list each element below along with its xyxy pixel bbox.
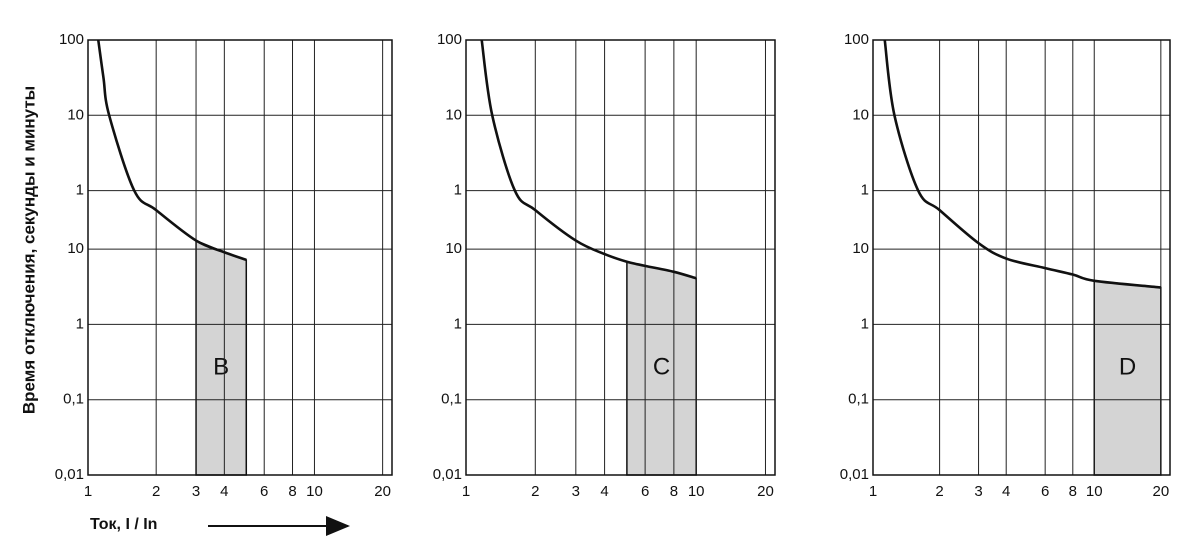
y-tick-label: 10 xyxy=(67,240,84,257)
plot-frame xyxy=(87,39,393,476)
x-tick-label: 10 xyxy=(1086,483,1103,500)
x-tick-label: 4 xyxy=(220,483,228,500)
y-tick-label: 0,1 xyxy=(848,391,869,408)
x-tick-label: 10 xyxy=(688,483,705,500)
y-tick-label: 10 xyxy=(852,240,869,257)
x-tick-label: 8 xyxy=(288,483,296,500)
region-label: C xyxy=(653,353,670,380)
x-tick-label: 3 xyxy=(572,483,580,500)
y-tick-label: 0,01 xyxy=(55,466,84,483)
x-tick-label: 3 xyxy=(192,483,200,500)
x-tick-label: 6 xyxy=(260,483,268,500)
y-axis-label: Время отключения, секунды и минуты xyxy=(19,86,38,414)
y-tick-label: 100 xyxy=(59,31,84,48)
x-tick-label: 10 xyxy=(306,483,323,500)
x-tick-label: 8 xyxy=(670,483,678,500)
trip-curve xyxy=(480,39,697,280)
y-tick-label: 0,1 xyxy=(63,391,84,408)
x-tick-label: 6 xyxy=(641,483,649,500)
trip-curve xyxy=(96,39,247,262)
x-tick-label: 1 xyxy=(462,483,470,500)
x-tick-label: 1 xyxy=(84,483,92,500)
x-tick-label: 4 xyxy=(600,483,608,500)
y-tick-label: 10 xyxy=(852,106,869,123)
x-tick-label: 8 xyxy=(1069,483,1077,500)
y-tick-label: 0,01 xyxy=(840,466,869,483)
x-tick-label: 2 xyxy=(152,483,160,500)
y-tick-label: 1 xyxy=(861,315,869,332)
x-tick-label: 3 xyxy=(974,483,982,500)
x-tick-label: 2 xyxy=(935,483,943,500)
y-tick-label: 10 xyxy=(445,106,462,123)
y-tick-label: 100 xyxy=(844,31,869,48)
trip-curve xyxy=(883,39,1161,289)
y-tick-label: 1 xyxy=(454,182,462,199)
y-tick-label: 1 xyxy=(861,182,869,199)
y-tick-label: 1 xyxy=(454,315,462,332)
x-axis-label: Ток, I / In xyxy=(90,516,157,533)
y-tick-label: 0,01 xyxy=(433,466,462,483)
y-tick-label: 10 xyxy=(67,106,84,123)
y-tick-label: 1 xyxy=(76,315,84,332)
x-tick-label: 20 xyxy=(1152,483,1169,500)
x-tick-label: 20 xyxy=(374,483,391,500)
x-tick-label: 4 xyxy=(1002,483,1010,500)
y-tick-label: 100 xyxy=(437,31,462,48)
x-tick-label: 6 xyxy=(1041,483,1049,500)
y-tick-label: 0,1 xyxy=(441,391,462,408)
region-label: D xyxy=(1119,353,1136,380)
y-tick-label: 1 xyxy=(76,182,84,199)
x-tick-label: 20 xyxy=(757,483,774,500)
region-label: B xyxy=(213,353,229,380)
plot-frame xyxy=(465,39,776,476)
plot-frame xyxy=(872,39,1171,476)
y-tick-label: 10 xyxy=(445,240,462,257)
x-tick-label: 2 xyxy=(531,483,539,500)
x-tick-label: 1 xyxy=(869,483,877,500)
